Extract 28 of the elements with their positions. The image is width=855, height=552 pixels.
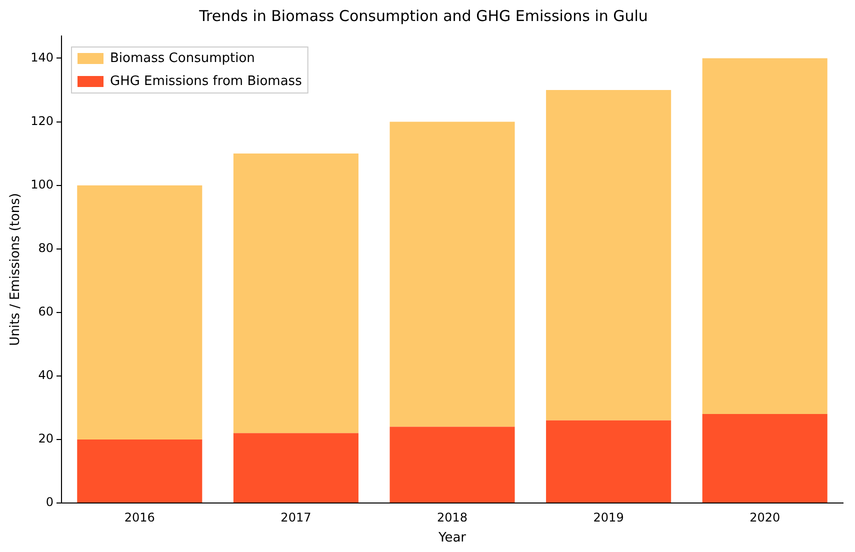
- legend-label: Biomass Consumption: [110, 50, 255, 66]
- y-tick-label: 0: [46, 495, 54, 510]
- bar: [546, 90, 672, 420]
- x-tick-label: 2016: [124, 510, 155, 524]
- y-tick-label: 140: [30, 50, 54, 64]
- bar: [546, 420, 672, 502]
- x-tick-label: 2019: [593, 510, 624, 524]
- x-axis-title: Year: [437, 530, 467, 546]
- legend-label: GHG Emissions from Biomass: [110, 74, 302, 89]
- bar: [233, 433, 358, 502]
- bar: [390, 122, 515, 427]
- y-axis-title: Units / Emissions (tons): [8, 193, 24, 346]
- y-tick-label: 20: [38, 432, 54, 446]
- x-tick-label: 2020: [750, 510, 780, 524]
- chart-title: Trends in Biomass Consumption and GHG Emissions in Gulu: [198, 6, 648, 25]
- y-tick-label: 80: [38, 240, 54, 255]
- y-tick-label: 40: [38, 368, 54, 382]
- bar: [702, 58, 828, 414]
- bar: [77, 439, 202, 502]
- y-tick-label: 100: [30, 177, 54, 192]
- y-tick-label: 60: [38, 304, 54, 319]
- bar: [390, 426, 515, 502]
- x-tick-label: 2017: [280, 510, 312, 524]
- y-tick-label: 120: [30, 114, 54, 128]
- bar: [233, 154, 358, 434]
- bar: [702, 414, 828, 502]
- x-tick-label: 2018: [436, 510, 468, 524]
- bar: [77, 185, 202, 440]
